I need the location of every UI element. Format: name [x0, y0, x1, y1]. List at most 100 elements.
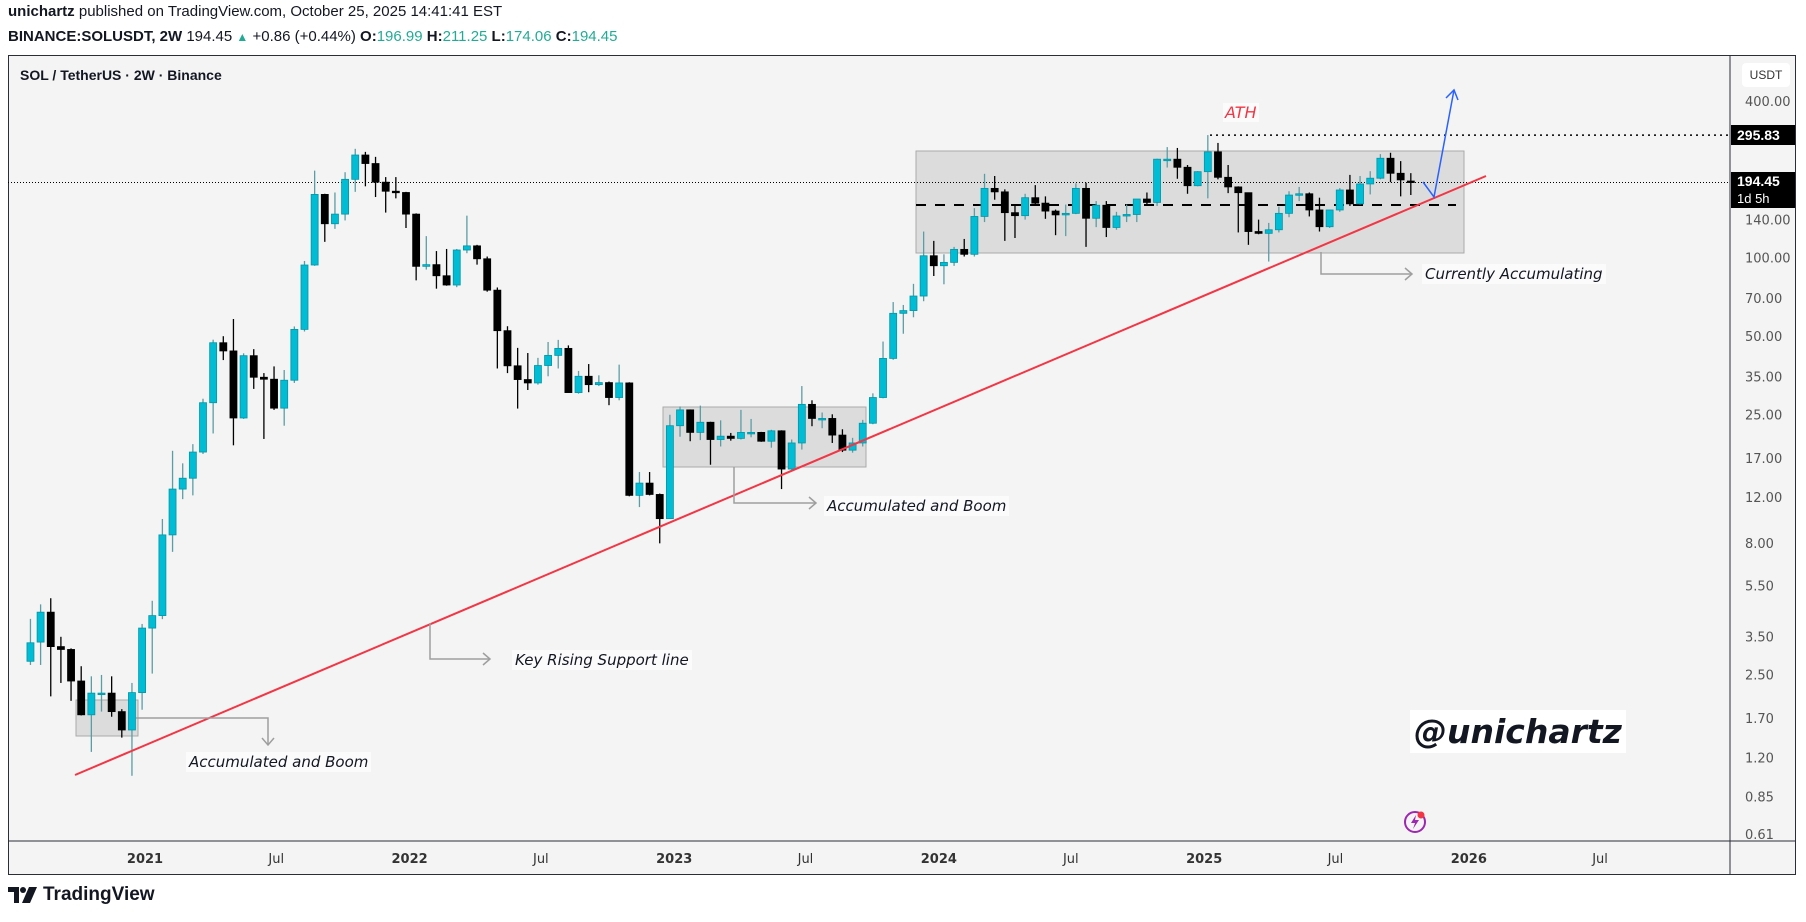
candle-body: [1305, 193, 1314, 211]
candle-body: [757, 432, 766, 442]
candle: [858, 419, 867, 447]
candle: [46, 598, 55, 697]
lightning-icon[interactable]: [1403, 810, 1427, 834]
candle: [249, 349, 258, 389]
candle-body: [818, 418, 827, 421]
candle: [1000, 189, 1009, 241]
candle: [300, 260, 309, 332]
candle: [473, 244, 481, 265]
candle-body: [1234, 186, 1243, 194]
price-tick-label: 12.00: [1745, 491, 1782, 506]
candle-body: [412, 213, 421, 267]
time-tick-label: 2024: [921, 852, 957, 867]
candle: [1244, 192, 1253, 245]
author-name[interactable]: unichartz: [8, 3, 75, 20]
candle-body: [523, 379, 532, 384]
candle: [442, 248, 451, 286]
candle-body: [158, 534, 167, 617]
candle: [960, 238, 969, 257]
candle: [1163, 147, 1172, 168]
candle-body: [36, 611, 45, 643]
candle: [605, 381, 613, 406]
candle: [889, 302, 898, 360]
candle: [818, 412, 827, 429]
candle-body: [1396, 172, 1405, 181]
candle-body: [300, 264, 309, 330]
price-tick-label: 5.50: [1745, 579, 1774, 594]
ath-annotation: ATH: [1223, 103, 1259, 122]
price-tick-label: 3.50: [1745, 630, 1774, 645]
candle-body: [462, 245, 471, 251]
candle-body: [1000, 191, 1009, 214]
candle: [239, 353, 248, 419]
candle-body: [361, 154, 370, 164]
candle: [310, 170, 319, 266]
candle-body: [858, 422, 867, 444]
price-tick-label: 1.70: [1745, 712, 1774, 727]
bracket-arrow-1: [136, 717, 269, 745]
support-line-note: Key Rising Support line: [512, 650, 692, 670]
candle: [1406, 173, 1415, 196]
candle: [259, 373, 268, 439]
candle-body: [117, 711, 126, 731]
candle: [1102, 201, 1111, 238]
candle: [1335, 188, 1344, 212]
candle: [574, 370, 583, 394]
candle-body: [747, 432, 755, 435]
price-tick-label: 25.00: [1745, 408, 1782, 423]
tradingview-logo[interactable]: TradingView: [8, 884, 155, 906]
candle: [462, 215, 471, 254]
last-price: 194.45: [186, 28, 233, 45]
candle-body: [513, 365, 522, 380]
candle: [1376, 154, 1385, 180]
candle-body: [554, 347, 563, 356]
candle-body: [128, 692, 136, 731]
candle-body: [452, 249, 461, 286]
candle-body: [645, 482, 654, 495]
candle-body: [188, 451, 197, 479]
candle: [107, 676, 116, 717]
candle-body: [178, 477, 187, 490]
candle: [1011, 204, 1019, 238]
candle: [665, 414, 674, 520]
time-axis[interactable]: 2021 Jul 2022 Jul 2023 Jul 2024 Jul 2025 Jul 2026 J…: [127, 852, 1608, 867]
bracket-arrow-4: [1320, 252, 1412, 275]
candle: [381, 177, 390, 213]
close-value: 194.45: [571, 28, 618, 45]
candle-body: [716, 435, 725, 440]
candle-body: [940, 261, 948, 267]
tradingview-wordmark: TradingView: [43, 884, 155, 905]
price-tick-label: 2.50: [1745, 668, 1774, 683]
price-axis[interactable]: 400.00 140.00 100.00 70.00 50.00 35.00 25.00 17…: [1745, 95, 1791, 843]
time-tick-label: Jul: [1327, 852, 1344, 867]
time-tick-label: Jul: [267, 852, 284, 867]
symbol-interval: BINANCE:SOLUSDT, 2W: [8, 28, 183, 45]
candle: [828, 414, 837, 443]
time-tick-label: 2026: [1451, 852, 1487, 867]
candle: [615, 364, 624, 401]
candle-body: [1071, 187, 1080, 214]
currency-button[interactable]: USDT: [1742, 63, 1790, 87]
candle: [1214, 142, 1222, 180]
price-tick-label: 0.85: [1745, 790, 1774, 805]
candle: [209, 339, 218, 434]
candle-body: [1335, 189, 1344, 211]
candle-body: [1082, 187, 1090, 219]
publish-info: unichartz published on TradingView.com, …: [8, 3, 502, 20]
candle: [1203, 135, 1212, 199]
time-tick-label: Jul: [532, 852, 549, 867]
candle-body: [1143, 198, 1151, 203]
candle-body: [1285, 194, 1293, 214]
candle-body: [259, 376, 268, 380]
candle-body: [625, 382, 634, 496]
projection-arrow: [1422, 89, 1455, 199]
candle-body: [919, 255, 928, 297]
candle-body: [889, 312, 898, 359]
candle-body: [584, 375, 593, 386]
candle: [1021, 193, 1030, 220]
candle: [523, 353, 532, 390]
current-price: 194.45: [1737, 173, 1780, 189]
candle-body: [676, 409, 684, 427]
candle: [940, 254, 948, 285]
